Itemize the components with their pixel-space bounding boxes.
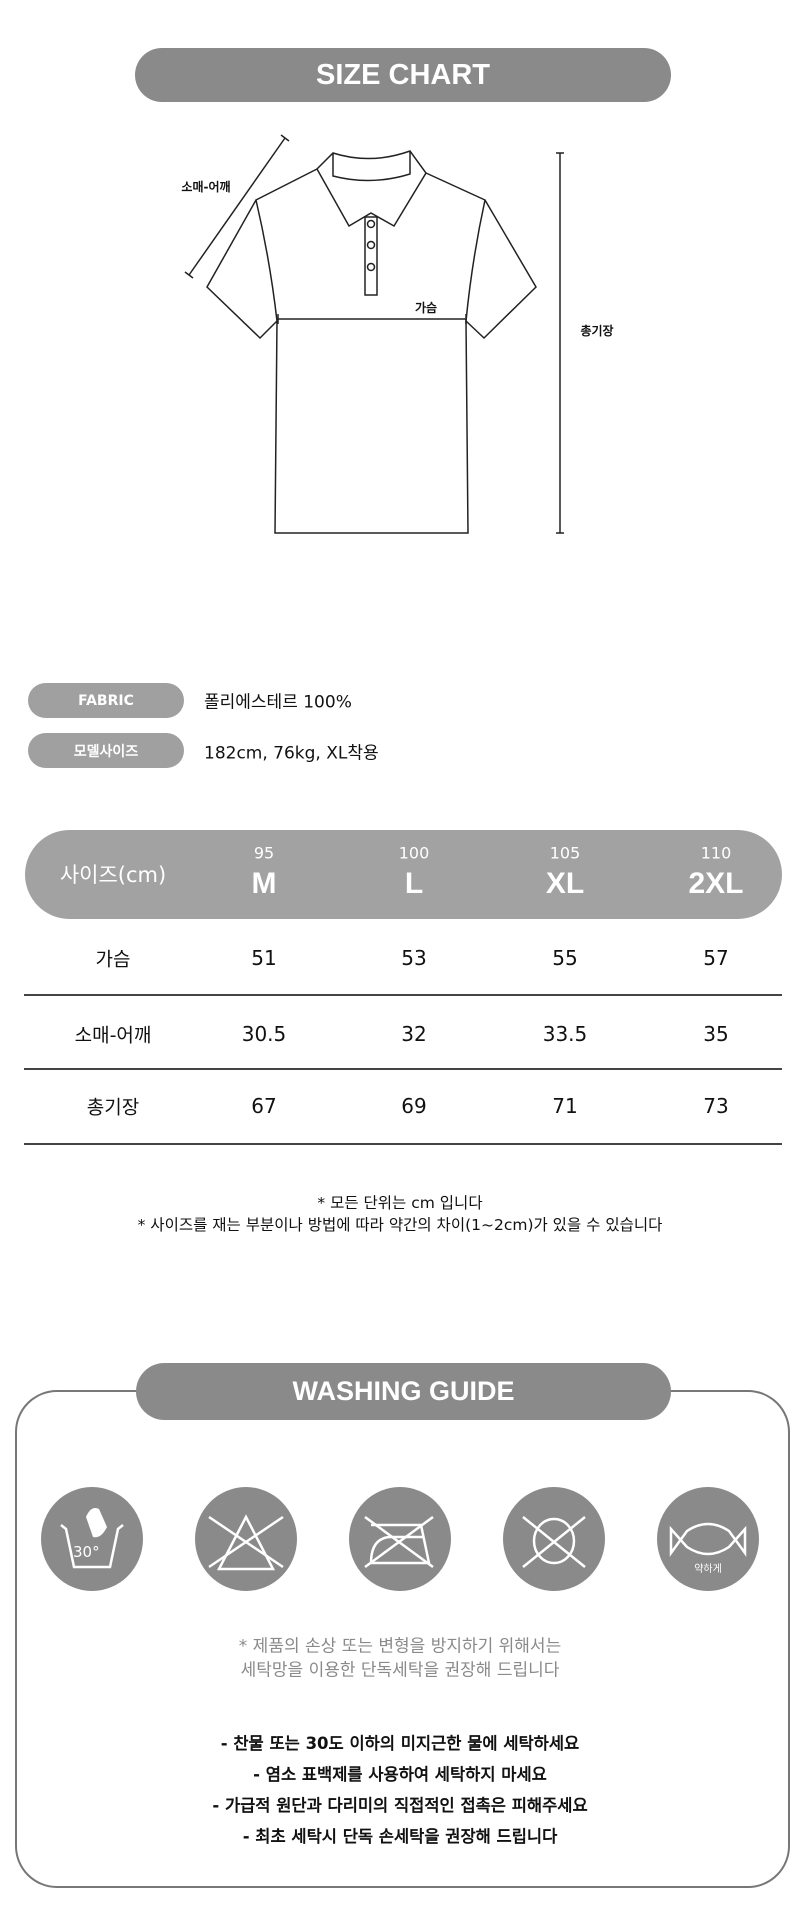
size-name: XL <box>545 867 585 900</box>
gentle-wring-icon: 약하게 <box>657 1487 759 1591</box>
cell: 73 <box>703 1094 729 1118</box>
row-divider <box>24 994 782 996</box>
label-chest: 가슴 <box>414 301 438 315</box>
cell: 35 <box>703 1022 729 1046</box>
size-name: 2XL <box>688 867 744 900</box>
cell: 33.5 <box>542 1022 588 1046</box>
cell: 67 <box>251 1094 277 1118</box>
tolerance-note: * 사이즈를 재는 부분이나 방법에 따라 약간의 차이(1~2cm)가 있을 … <box>137 1216 663 1234</box>
model-size-label: 모델사이즈 <box>28 733 184 768</box>
unit-note: * 모든 단위는 cm 입니다 <box>317 1194 483 1212</box>
fabric-value: 폴리에스테르 100% <box>204 692 352 713</box>
sleeve-shoulder-measure-line <box>184 134 290 279</box>
label-sleeve-shoulder: 소매-어깨 <box>181 180 231 194</box>
no-iron-icon <box>349 1487 451 1591</box>
collar <box>316 150 427 228</box>
washing-instruction: - 찬물 또는 30도 이하의 미지근한 물에 세탁하세요 <box>220 1734 580 1753</box>
length-measure-line <box>556 152 564 534</box>
size-name: L <box>404 867 424 900</box>
shirt-outline <box>206 168 537 534</box>
button <box>366 240 376 250</box>
placket <box>364 216 378 296</box>
washing-guide-title: WASHING GUIDE <box>136 1363 671 1420</box>
size-chart-title: SIZE CHART <box>135 48 671 102</box>
cell: 53 <box>401 946 427 970</box>
cell: 57 <box>703 946 729 970</box>
no-tumble-dry-icon <box>503 1487 605 1591</box>
polo-shirt-diagram <box>184 134 564 534</box>
gentle-text: 약하게 <box>694 1564 722 1575</box>
row-divider <box>24 1068 782 1070</box>
size-num: 105 <box>549 843 581 863</box>
size-num: 100 <box>398 843 430 863</box>
washing-instruction: - 가급적 원단과 다리미의 직접적인 접촉은 피해주세요 <box>212 1796 588 1815</box>
fabric-label: FABRIC <box>28 683 184 718</box>
label-total-length: 총기장 <box>580 324 614 338</box>
button <box>366 219 376 229</box>
row-divider <box>24 1143 782 1145</box>
cell: 51 <box>251 946 277 970</box>
row-label: 가슴 <box>95 948 131 971</box>
hand-wash-30-icon: 30° <box>41 1487 143 1591</box>
caution-note: * 제품의 손상 또는 변형을 방지하기 위해서는 <box>238 1636 562 1657</box>
chest-measure-line <box>277 314 467 324</box>
temperature-text: 30° <box>73 1543 100 1561</box>
button <box>366 262 376 272</box>
washing-instruction: - 염소 표백제를 사용하여 세탁하지 마세요 <box>253 1765 547 1784</box>
row-label: 총기장 <box>86 1096 140 1119</box>
row-label: 소매-어깨 <box>74 1024 152 1047</box>
caution-note: 세탁망을 이용한 단독세탁을 권장해 드립니다 <box>240 1660 560 1681</box>
size-num: 110 <box>700 843 732 863</box>
cell: 69 <box>401 1094 427 1118</box>
cell: 71 <box>552 1094 578 1118</box>
header-label: 사이즈(cm) <box>59 863 167 887</box>
cell: 32 <box>401 1022 427 1046</box>
washing-instruction: - 최초 세탁시 단독 손세탁을 권장해 드립니다 <box>242 1827 558 1846</box>
size-num: 95 <box>253 843 275 863</box>
no-bleach-icon <box>195 1487 297 1591</box>
size-table-header <box>25 830 782 919</box>
size-name: M <box>251 867 277 900</box>
model-size-value: 182cm, 76kg, XL착용 <box>204 743 379 764</box>
cell: 55 <box>552 946 578 970</box>
cell: 30.5 <box>241 1022 287 1046</box>
